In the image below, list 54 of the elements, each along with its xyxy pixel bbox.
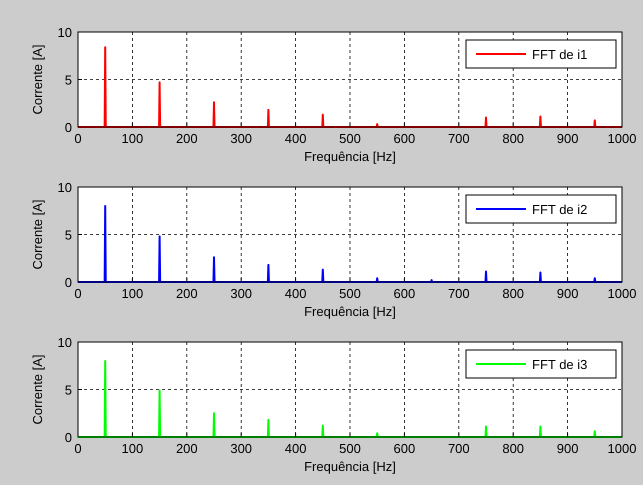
x-tick-label: 300 bbox=[230, 131, 252, 146]
x-tick-label: 900 bbox=[556, 131, 578, 146]
x-tick-label: 900 bbox=[556, 441, 578, 456]
x-tick-label: 1000 bbox=[608, 131, 636, 146]
y-tick-label: 0 bbox=[64, 120, 72, 135]
legend-label: FFT de i1 bbox=[532, 47, 588, 62]
x-tick-label: 100 bbox=[122, 441, 144, 456]
legend-label: FFT de i2 bbox=[532, 202, 588, 217]
x-tick-label: 600 bbox=[394, 286, 416, 301]
x-axis-title: Frequência [Hz] bbox=[304, 459, 396, 474]
x-tick-label: 400 bbox=[284, 131, 306, 146]
x-tick-label: 1000 bbox=[608, 441, 636, 456]
y-axis-title: Corrente [A] bbox=[30, 44, 45, 115]
line-series bbox=[77, 46, 623, 128]
x-tick-label: 600 bbox=[394, 131, 416, 146]
line-series bbox=[77, 205, 623, 283]
x-tick-label: 900 bbox=[556, 286, 578, 301]
x-tick-label: 0 bbox=[74, 441, 82, 456]
y-tick-label: 10 bbox=[58, 180, 72, 195]
y-tick-label: 0 bbox=[64, 430, 72, 445]
x-tick-label: 300 bbox=[230, 286, 252, 301]
x-tick-label: 800 bbox=[502, 441, 524, 456]
x-tick-label: 200 bbox=[176, 286, 198, 301]
x-tick-label: 400 bbox=[284, 441, 306, 456]
x-tick-label: 100 bbox=[122, 286, 144, 301]
x-tick-label: 500 bbox=[339, 286, 361, 301]
x-tick-label: 300 bbox=[230, 441, 252, 456]
x-tick-label: 800 bbox=[502, 286, 524, 301]
x-tick-label: 800 bbox=[502, 131, 524, 146]
y-axis-title: Corrente [A] bbox=[30, 354, 45, 425]
legend-label: FFT de i3 bbox=[532, 357, 588, 372]
y-tick-label: 10 bbox=[58, 335, 72, 350]
x-tick-label: 700 bbox=[448, 286, 470, 301]
x-tick-label: 0 bbox=[74, 286, 82, 301]
x-tick-label: 1000 bbox=[608, 286, 636, 301]
y-tick-label: 5 bbox=[64, 72, 72, 88]
x-tick-label: 500 bbox=[339, 441, 361, 456]
line-series bbox=[77, 360, 623, 438]
x-tick-label: 600 bbox=[394, 441, 416, 456]
y-tick-label: 10 bbox=[58, 25, 72, 40]
x-tick-label: 700 bbox=[448, 441, 470, 456]
y-tick-label: 5 bbox=[64, 228, 72, 242]
x-tick-label: 200 bbox=[176, 441, 198, 456]
x-tick-label: 400 bbox=[284, 286, 306, 301]
x-tick-label: 200 bbox=[176, 131, 198, 146]
y-tick-label: 0 bbox=[64, 275, 72, 290]
x-axis-title: Frequência [Hz] bbox=[304, 149, 396, 164]
x-tick-label: 500 bbox=[339, 131, 361, 146]
y-tick-label: 5 bbox=[64, 382, 72, 398]
y-axis-title: Corrente [A] bbox=[30, 199, 45, 270]
x-tick-label: 700 bbox=[448, 131, 470, 146]
x-tick-label: 100 bbox=[122, 131, 144, 146]
x-tick-label: 0 bbox=[74, 131, 82, 146]
x-axis-title: Frequência [Hz] bbox=[304, 304, 396, 319]
